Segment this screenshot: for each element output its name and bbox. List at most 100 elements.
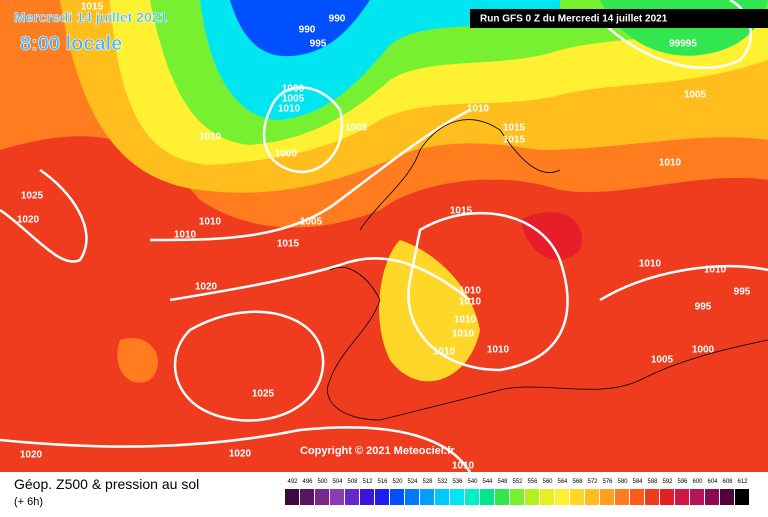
scale-swatch [690,489,704,505]
scale-label: 596 [677,479,688,485]
isobar-label: 1000 [282,84,305,95]
isobar-label: 99995 [669,39,697,50]
isobar [169,257,471,302]
scale-swatch [735,489,749,505]
isobar-label: 995 [734,287,751,298]
scale-label: 516 [377,479,388,485]
scale-label: 536 [452,479,463,485]
scale-label: 564 [557,479,568,485]
scale-swatch [420,489,434,505]
scale-label: 544 [482,479,493,485]
isobar-label: 1015 [503,135,526,146]
scale-swatch [645,489,659,505]
scale-label: 560 [542,479,553,485]
scale-swatch [375,489,389,505]
isobar-label: 1005 [282,94,305,105]
isobar-label: 1010 [704,265,727,276]
scale-label: 512 [362,479,373,485]
coastline [359,119,561,231]
time: 8:00 locale [20,33,122,55]
copyright: Copyright © 2021 Meteociel.fr [300,445,456,457]
isobar-label: 1015 [450,206,473,217]
isobar-label: 1010 [639,259,662,270]
isobar-label: 1010 [659,158,682,169]
scale-swatch [720,489,734,505]
isobar-label: 1010 [452,461,475,472]
isobar-label: 1010 [199,132,222,143]
field-yellow-central [379,240,480,382]
scale-swatch [360,489,374,505]
isobar [0,426,472,473]
isobar-label: 1010 [174,230,197,241]
scale-swatch [390,489,404,505]
isobar-label: 995 [695,302,712,313]
isobar [149,108,471,242]
scale-label: 568 [572,479,583,485]
isobar-label: 1005 [345,123,368,134]
scale-swatch [345,489,359,505]
scale-label: 540 [467,479,478,485]
isobar-label: 1020 [195,282,218,293]
scale-label: 528 [422,479,433,485]
scale-swatch [300,489,314,505]
scale-swatch [660,489,674,505]
scale-swatch [465,489,479,505]
scale-swatch [705,489,719,505]
isobar-label: 1010 [433,347,456,358]
isobar-label: 1020 [17,215,40,226]
field-red-east [520,211,582,260]
scale-swatch [630,489,644,505]
isobar-label: 1015 [81,2,104,13]
scale-swatch [555,489,569,505]
scale-label: 556 [527,479,538,485]
scale-label: 592 [662,479,673,485]
scale-label: 500 [317,479,328,485]
isobar-label: 1010 [199,217,222,228]
scale-label: 588 [647,479,658,485]
scale-label: 608 [722,479,733,485]
scale-label: 524 [407,479,418,485]
footer-subtitle: (+ 6h) [14,496,43,508]
isobar-label: 1010 [459,297,482,308]
scale-swatch [285,489,299,505]
scale-swatch [510,489,524,505]
isobar-label: 1020 [229,449,252,460]
isobar-label: 995 [310,39,327,50]
isobar-label: 1005 [651,355,674,366]
isobar [262,86,344,174]
isobar-label: 1010 [487,345,510,356]
isobar-label: 1010 [452,329,475,340]
scale-label: 612 [737,479,748,485]
isobar-label: 1005 [300,217,323,228]
scale-swatch [525,489,539,505]
isobar [407,211,569,372]
scale-swatch [600,489,614,505]
scale-swatch [495,489,509,505]
isobar-label: 1000 [275,149,298,160]
footer-title: Géop. Z500 & pression au sol [14,476,199,492]
isobar-label: 1010 [467,104,490,115]
scale-label: 572 [587,479,598,485]
isobar-label: 1000 [692,345,715,356]
scale-swatch [405,489,419,505]
scale-swatch [435,489,449,505]
scale-label: 552 [512,479,523,485]
scale-swatch [585,489,599,505]
isobar [0,168,88,263]
coastline [327,267,768,421]
isobar-label: 990 [299,25,316,36]
isobar-label: 1015 [277,239,300,250]
run-info: Run GFS 0 Z du Mercredi 14 juillet 2021 [480,14,668,25]
field-orange-west [117,338,159,383]
isobar-label: 990 [329,14,346,25]
isobar-label: 1015 [503,123,526,134]
scale-swatch [615,489,629,505]
scale-label: 508 [347,479,358,485]
scale-label: 492 [287,479,298,485]
isobar-label: 1005 [684,90,707,101]
scale-label: 496 [302,479,313,485]
scale-swatch [540,489,554,505]
scale-label: 504 [332,479,343,485]
scale-label: 580 [617,479,628,485]
scale-label: 520 [392,479,403,485]
